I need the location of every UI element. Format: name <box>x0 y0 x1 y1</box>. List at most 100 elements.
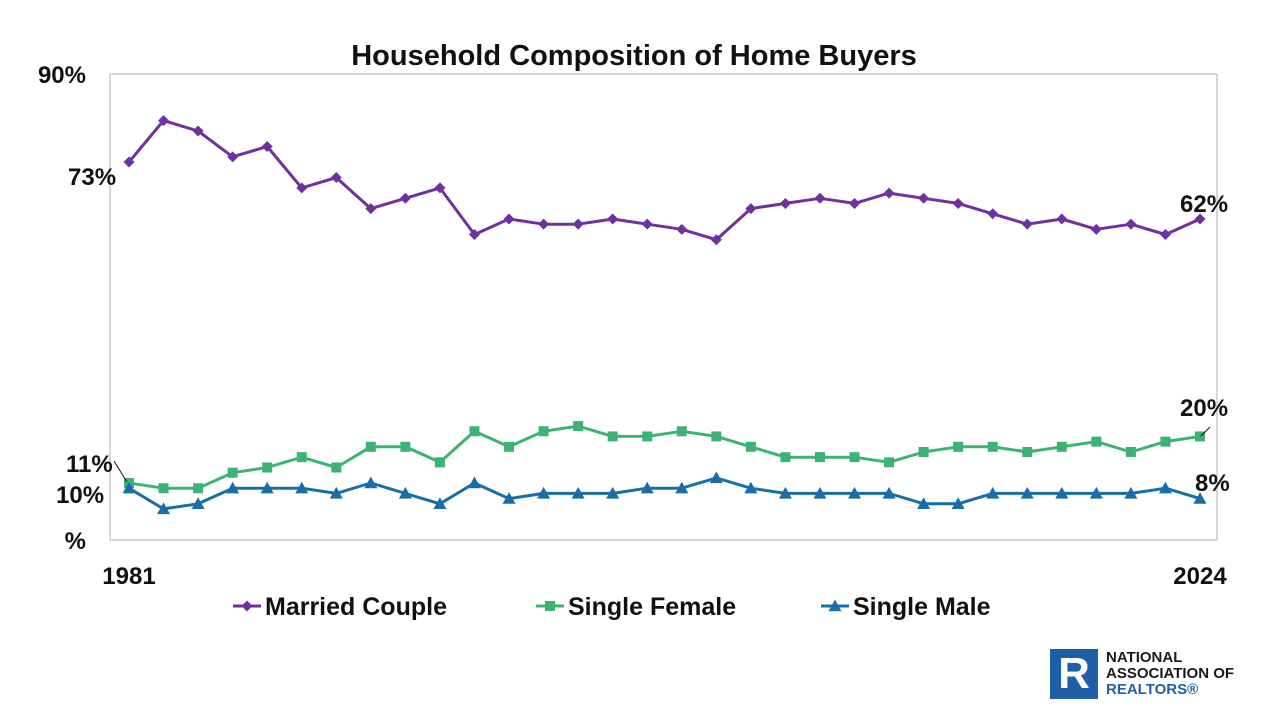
data-point-single-male <box>467 476 481 489</box>
logo-letter: R <box>1058 649 1090 698</box>
data-point-single-female <box>331 462 342 473</box>
series-line-married-couple <box>127 119 1201 242</box>
data-point-married-couple <box>641 218 653 230</box>
end-label-single-male: 8% <box>1195 470 1230 497</box>
data-point-single-female <box>987 441 998 452</box>
data-point-single-female <box>607 431 618 442</box>
realtor-r-logo-icon: R <box>1050 649 1098 699</box>
data-point-single-female <box>953 441 964 452</box>
data-point-single-male <box>778 486 792 499</box>
legend-item-single-male: Single Male <box>821 593 991 621</box>
data-point-married-couple <box>849 197 861 209</box>
data-point-married-couple <box>227 151 239 163</box>
label-leader-line-single-female-end <box>1200 426 1211 437</box>
data-point-married-couple <box>1194 213 1206 225</box>
data-point-single-female <box>573 421 584 432</box>
legend-marker-single-male <box>828 599 842 612</box>
data-point-single-female <box>469 426 480 437</box>
data-point-married-couple <box>952 197 964 209</box>
logo-text: NATIONAL ASSOCIATION OF REALTORS® <box>1106 650 1234 698</box>
data-point-single-female <box>745 441 756 452</box>
data-point-single-male <box>848 486 862 499</box>
data-point-single-female <box>642 431 653 442</box>
data-point-married-couple <box>814 192 826 204</box>
data-point-single-male <box>398 486 412 499</box>
data-point-single-male <box>1020 486 1034 499</box>
data-point-single-male <box>226 481 240 494</box>
data-point-single-female <box>1022 446 1033 457</box>
series-layer <box>122 115 1207 515</box>
data-point-single-male <box>813 486 827 499</box>
legend-item-single-female: Single Female <box>536 593 736 621</box>
data-point-single-male <box>537 486 551 499</box>
chart-title: Household Composition of Home Buyers <box>351 40 917 72</box>
data-point-single-female <box>227 467 238 478</box>
data-point-married-couple <box>123 156 135 168</box>
legend-label-single-female: Single Female <box>568 593 736 621</box>
data-point-single-female <box>1195 431 1205 442</box>
legend: Married Couple Single Female Single Male <box>233 593 991 621</box>
logo-line-1: NATIONAL <box>1106 649 1183 666</box>
data-point-married-couple <box>1090 223 1102 235</box>
data-point-married-couple <box>434 182 446 194</box>
data-point-married-couple <box>468 229 480 241</box>
y-tick-label-top: 90% <box>38 62 86 89</box>
legend-item-married-couple: Married Couple <box>233 593 447 621</box>
data-point-single-male <box>640 481 654 494</box>
data-point-single-female <box>1091 436 1102 447</box>
data-point-single-female <box>296 452 307 463</box>
data-point-single-male <box>917 497 931 509</box>
label-leader-line-single-female-start <box>113 460 128 483</box>
data-point-single-female <box>1056 441 1067 452</box>
data-point-married-couple <box>330 172 342 184</box>
data-point-single-male <box>1124 486 1138 499</box>
series-married-couple <box>123 115 1206 246</box>
data-point-single-male <box>606 486 620 499</box>
end-label-married-couple: 62% <box>1180 191 1228 218</box>
data-point-married-couple <box>676 223 688 235</box>
data-point-married-couple <box>1159 229 1171 241</box>
data-point-single-female <box>711 431 722 442</box>
data-point-single-female <box>918 446 929 457</box>
data-point-single-female <box>262 462 273 473</box>
data-point-single-female <box>780 452 791 463</box>
data-point-married-couple <box>296 182 308 194</box>
data-point-married-couple <box>918 192 930 204</box>
data-point-single-male <box>882 486 896 499</box>
data-point-single-female <box>676 426 687 437</box>
data-point-single-female <box>538 426 549 437</box>
start-label-single-male: 10% <box>56 482 104 509</box>
data-point-single-female <box>504 441 515 452</box>
data-point-single-male <box>260 481 274 494</box>
series-single-female <box>124 421 1205 494</box>
data-point-single-male <box>364 476 378 489</box>
series-line-single-male <box>128 476 1201 511</box>
data-point-single-female <box>884 457 895 468</box>
data-point-single-female <box>400 441 411 452</box>
data-point-single-male <box>157 502 171 515</box>
data-point-single-male <box>295 481 309 494</box>
data-point-single-male <box>1055 486 1069 499</box>
legend-marker-single-female <box>545 601 555 611</box>
data-point-single-female <box>814 452 825 463</box>
data-point-married-couple <box>745 203 757 215</box>
data-point-married-couple <box>399 192 411 204</box>
data-point-single-female <box>193 483 204 494</box>
data-point-married-couple <box>607 213 619 225</box>
data-point-single-male <box>502 492 516 504</box>
start-label-married-couple: 73% <box>68 164 116 191</box>
data-point-single-female <box>365 441 376 452</box>
legend-marker-married-couple <box>241 600 253 612</box>
data-point-married-couple <box>158 115 170 127</box>
legend-label-married-couple: Married Couple <box>265 593 447 621</box>
data-point-married-couple <box>779 197 791 209</box>
nar-logo: R NATIONAL ASSOCIATION OF REALTORS® <box>1050 648 1234 700</box>
end-label-single-female: 20% <box>1180 395 1228 422</box>
data-point-single-male <box>744 481 758 494</box>
legend-label-single-male: Single Male <box>853 593 991 621</box>
data-point-single-male <box>1193 492 1207 504</box>
data-point-single-male <box>1089 486 1103 499</box>
x-tick-label-end: 2024 <box>1173 563 1227 590</box>
data-point-single-male <box>1158 481 1172 494</box>
